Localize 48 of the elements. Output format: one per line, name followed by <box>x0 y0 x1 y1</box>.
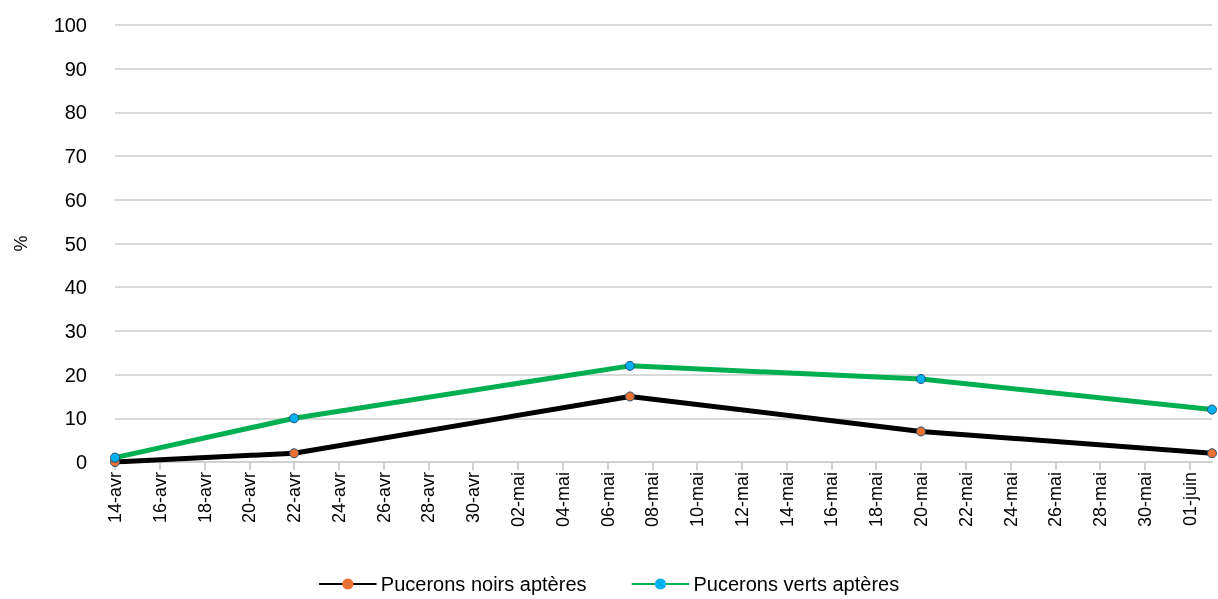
y-tick-label: 0 <box>75 451 87 473</box>
legend-label: Pucerons verts aptères <box>693 573 900 595</box>
y-tick-label: 80 <box>64 101 87 124</box>
x-tick-label: 22-avr <box>284 472 305 524</box>
x-tick-label: 18-avr <box>194 472 215 524</box>
x-tick-label: 28-avr <box>418 472 439 524</box>
x-tick-label: 01-juin <box>1179 472 1200 527</box>
x-tick-label: 10-mai <box>687 472 708 528</box>
point <box>1207 448 1217 459</box>
y-tick-label: 10 <box>64 407 87 430</box>
y-tick-label: 20 <box>64 363 87 386</box>
y-tick-label: 90 <box>64 57 87 80</box>
x-tick-label: 18-mai <box>866 472 887 528</box>
x-tick-label: 14-mai <box>776 472 797 528</box>
point <box>624 391 635 402</box>
x-tick-label: 14-avr <box>105 472 125 524</box>
x-tick-label: 30-mai <box>1134 472 1155 528</box>
y-axis-title: % <box>11 235 31 252</box>
x-tick-label: 20-avr <box>239 472 260 524</box>
x-tick-label: 26-avr <box>373 472 394 524</box>
x-tick-label: 20-mai <box>910 472 931 528</box>
x-tick-label: 28-mai <box>1090 472 1111 528</box>
point <box>110 452 120 463</box>
y-tick-label: 70 <box>64 145 87 168</box>
x-tick-label: 24-avr <box>328 472 349 524</box>
point <box>915 373 926 384</box>
x-tick-label: 12-mai <box>731 472 752 528</box>
x-tick-label: 26-mai <box>1045 472 1066 528</box>
x-tick-label: 16-avr <box>149 472 170 524</box>
x-tick-label: 04-mai <box>552 472 573 528</box>
y-tick-label: 60 <box>64 188 87 211</box>
legend-label: Pucerons noirs aptères <box>380 573 587 595</box>
x-tick-label: 08-mai <box>642 472 663 528</box>
x-tick-label: 22-mai <box>955 472 976 528</box>
x-tick-label: 02-mai <box>507 472 528 528</box>
point <box>624 360 635 371</box>
x-tick-label: 06-mai <box>597 472 618 528</box>
y-tick-label: 40 <box>64 276 87 299</box>
point <box>289 413 300 424</box>
y-tick-label: 30 <box>64 319 87 342</box>
x-tick-label: 16-mai <box>821 472 842 528</box>
point <box>915 426 926 437</box>
x-tick-label: 24-mai <box>1000 472 1021 528</box>
y-tick-label: 50 <box>64 232 87 255</box>
x-tick-label: 30-avr <box>463 472 484 524</box>
point <box>289 448 300 459</box>
point <box>1207 404 1217 415</box>
y-tick-label: 100 <box>53 14 87 36</box>
